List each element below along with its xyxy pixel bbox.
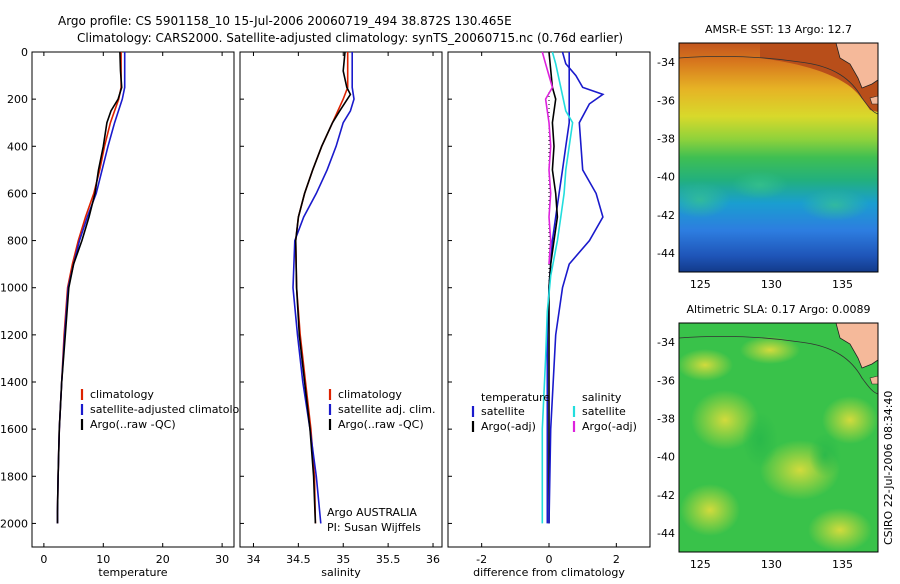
title-line-2: Climatology: CARS2000. Satellite-adjuste… xyxy=(77,31,623,45)
y-tick-label: 800 xyxy=(7,235,28,248)
timestamp-stamp: CSIRO 22-Jul-2006 08:34:40 xyxy=(882,391,895,545)
sst-map xyxy=(679,43,878,272)
series-argo-raw-qc- xyxy=(294,51,352,524)
map-title: AMSR-E SST: 13 Argo: 12.7 xyxy=(705,23,852,36)
x-tick-label: 20 xyxy=(156,553,170,566)
y-tick-label: -40 xyxy=(657,451,675,464)
x-tick-label: 125 xyxy=(690,558,711,571)
legend-title: temperature xyxy=(481,391,550,404)
series-temperature-argo-adj- xyxy=(548,51,559,524)
x-tick-label: 35 xyxy=(336,553,350,566)
series-temperature-satellite xyxy=(546,52,571,524)
series-salinity-argo-adj- xyxy=(541,51,554,265)
y-tick-label: 1800 xyxy=(0,470,28,483)
y-tick-label: 600 xyxy=(7,187,28,200)
series-satellite-adj-clim- xyxy=(292,52,355,524)
x-tick-label: 35.5 xyxy=(376,553,401,566)
legend-label: climatology xyxy=(338,388,402,401)
x-tick-label: 34 xyxy=(246,553,260,566)
map-title: Altimetric SLA: 0.17 Argo: 0.0089 xyxy=(686,303,870,316)
x-tick-label: 135 xyxy=(832,278,853,291)
y-tick-label: 1000 xyxy=(0,282,28,295)
x-tick-label: 30 xyxy=(215,553,229,566)
y-tick-label: 2000 xyxy=(0,517,28,530)
y-tick-label: 400 xyxy=(7,140,28,153)
legend-label: Argo(-adj) xyxy=(481,420,536,433)
x-tick-label: 130 xyxy=(761,558,782,571)
y-tick-label: 1200 xyxy=(0,329,28,342)
legend-label: satellite xyxy=(582,405,626,418)
y-tick-label: -36 xyxy=(657,374,675,387)
series-argo-raw-qc- xyxy=(56,51,123,524)
x-tick-label: 2 xyxy=(613,553,620,566)
legend-label: satellite-adjusted climatology xyxy=(90,403,253,416)
legend-label: Argo(..raw -QC) xyxy=(90,418,176,431)
series-salinity-satellite xyxy=(541,51,574,524)
x-tick-label: 135 xyxy=(832,558,853,571)
x-tick-label: 130 xyxy=(761,278,782,291)
legend-label: satellite xyxy=(481,405,525,418)
legend-label: Argo(..raw -QC) xyxy=(338,418,424,431)
y-tick-label: -44 xyxy=(657,527,675,540)
x-tick-label: -2 xyxy=(476,553,487,566)
sla-map xyxy=(679,323,878,552)
x-axis-label: temperature xyxy=(98,566,167,579)
title-line-1: Argo profile: CS 5901158_10 15-Jul-2006 … xyxy=(58,14,512,28)
legend-label: satellite adj. clim. xyxy=(338,403,435,416)
legend-label: climatology xyxy=(90,388,154,401)
y-tick-label: -36 xyxy=(657,94,675,107)
x-tick-label: 36 xyxy=(426,553,440,566)
y-tick-label: -40 xyxy=(657,171,675,184)
map-map-sst: AMSR-E SST: 13 Argo: 12.7 125 130 135 -34 -36… xyxy=(657,23,853,291)
x-tick-label: 10 xyxy=(96,553,110,566)
axes-box xyxy=(31,51,235,548)
y-tick-label: 1400 xyxy=(0,376,28,389)
y-tick-label: -44 xyxy=(657,247,675,260)
y-tick-label: -38 xyxy=(657,132,675,145)
plot-temperature: 0 10 20 30 temperature 0 200 400 600 800 1000 1200 1… xyxy=(0,46,253,579)
axes-box xyxy=(239,51,443,548)
legend-label: Argo(-adj) xyxy=(582,420,637,433)
x-axis-label: salinity xyxy=(321,566,361,579)
x-tick-label: 125 xyxy=(690,278,711,291)
annotation: Argo AUSTRALIA xyxy=(327,506,417,519)
x-tick-label: 34.5 xyxy=(286,553,311,566)
y-tick-label: -42 xyxy=(657,489,675,502)
y-tick-label: 1600 xyxy=(0,423,28,436)
y-tick-label: -42 xyxy=(657,209,675,222)
y-tick-label: -34 xyxy=(657,336,675,349)
x-axis-label: difference from climatology xyxy=(473,566,625,579)
series-salinity-satellite2 xyxy=(548,51,605,524)
plot-salinity: 34 34.5 35 35.5 36 salinity climatology satelli… xyxy=(239,51,443,579)
x-tick-label: 0 xyxy=(40,553,47,566)
y-tick-label: -34 xyxy=(657,56,675,69)
legend-title: salinity xyxy=(582,391,622,404)
y-tick-label: 200 xyxy=(7,93,28,106)
y-tick-label: 0 xyxy=(21,46,28,59)
y-tick-label: -38 xyxy=(657,412,675,425)
annotation: PI: Susan Wijffels xyxy=(327,521,421,534)
x-tick-label: 0 xyxy=(546,553,553,566)
